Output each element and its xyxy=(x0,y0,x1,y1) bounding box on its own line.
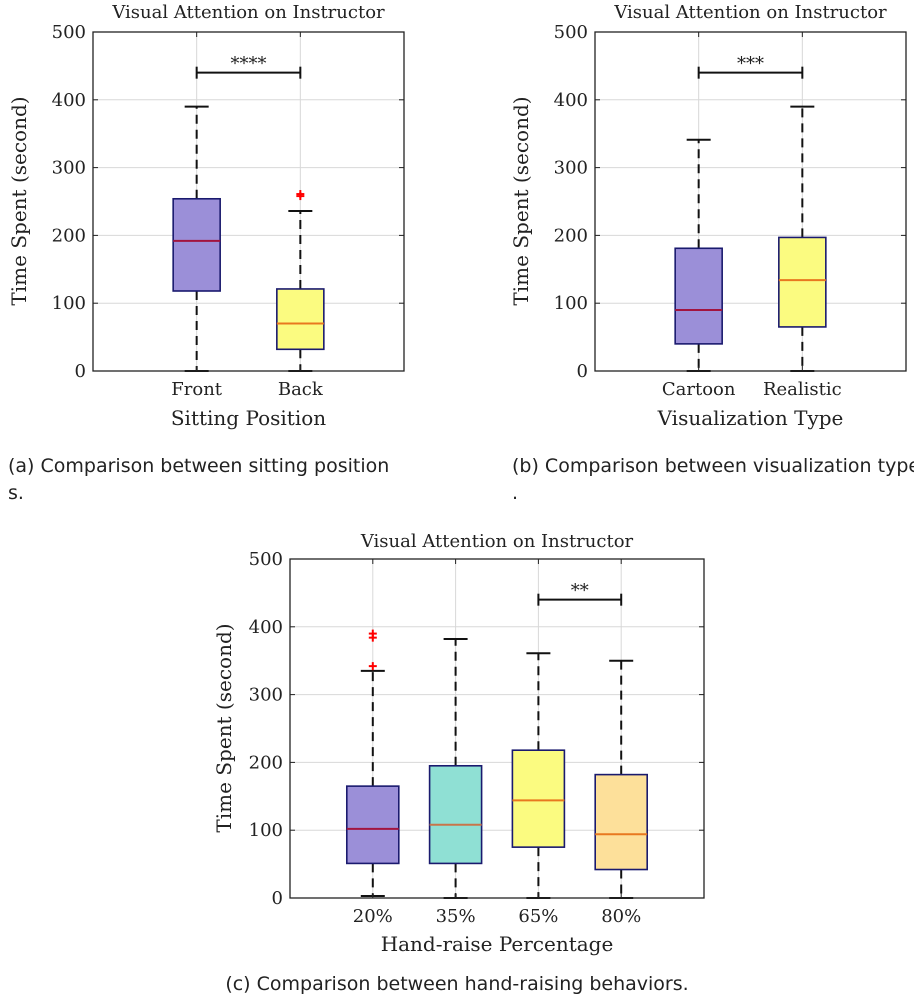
significance-bracket: **** xyxy=(195,54,302,79)
x-tick-label: 20% xyxy=(353,906,393,927)
y-tick-label: 400 xyxy=(554,90,588,111)
y-tick-label: 100 xyxy=(249,820,283,841)
y-tick-label: 100 xyxy=(52,293,86,314)
box-iqr xyxy=(428,764,483,865)
significance-label: *** xyxy=(737,54,764,75)
y-tick-label: 500 xyxy=(249,549,283,570)
y-tick-label: 500 xyxy=(554,22,588,43)
y-tick-label: 100 xyxy=(554,293,588,314)
x-tick-label: 80% xyxy=(601,906,641,927)
figure-caption: (b) Comparison between visualization typ… xyxy=(512,455,914,504)
x-tick-label: Cartoon xyxy=(662,379,736,400)
y-tick-label: 0 xyxy=(577,361,588,382)
y-tick-label: 300 xyxy=(249,685,283,706)
y-tick-label: 500 xyxy=(52,22,86,43)
box-iqr xyxy=(172,197,221,292)
chart-panel-2: 0 100 200 300 400 500 Cartoon Realistic *** Visua… xyxy=(509,2,914,504)
outlier-marker xyxy=(368,662,377,671)
y-tick-label: 300 xyxy=(554,158,588,179)
x-tick-label: 35% xyxy=(436,906,476,927)
x-axis-label: Visualization Type xyxy=(657,406,844,430)
y-tick-label: 200 xyxy=(249,752,283,773)
chart-panel-3: 0 100 200 300 400 500 20% 35% 65% 80% ** Visual Att… xyxy=(212,531,705,995)
significance-label: ** xyxy=(571,581,589,602)
box-Back xyxy=(276,190,325,372)
x-axis-label: Sitting Position xyxy=(171,406,326,430)
y-axis-label: Time Spent (second) xyxy=(212,623,236,832)
significance-label: **** xyxy=(231,54,267,75)
y-tick-label: 0 xyxy=(272,888,283,909)
outlier-marker xyxy=(296,190,305,199)
box-20% xyxy=(345,629,400,897)
axes-frame xyxy=(92,31,405,372)
chart-title: Visual Attention on Instructor xyxy=(613,2,887,23)
grid xyxy=(595,31,906,372)
outlier-marker xyxy=(368,629,377,638)
significance-bracket: ** xyxy=(537,581,623,606)
axes-frame xyxy=(289,558,705,899)
y-axis-label: Time Spent (second) xyxy=(7,96,31,305)
y-tick-label: 200 xyxy=(52,225,86,246)
box-iqr xyxy=(345,785,400,865)
box-iqr xyxy=(674,247,723,345)
box-iqr xyxy=(276,288,325,351)
figure-caption: (c) Comparison between hand-raising beha… xyxy=(225,973,688,995)
box-Realistic xyxy=(778,105,827,372)
box-Cartoon xyxy=(674,138,723,372)
box-iqr xyxy=(511,749,566,848)
figure-caption: (a) Comparison between sitting position s… xyxy=(8,455,389,504)
y-tick-label: 400 xyxy=(249,617,283,638)
x-tick-label: 65% xyxy=(518,906,558,927)
chart-title: Visual Attention on Instructor xyxy=(360,531,634,552)
y-axis-label: Time Spent (second) xyxy=(509,96,533,305)
y-tick-label: 400 xyxy=(52,90,86,111)
grid xyxy=(93,31,404,372)
box-iqr xyxy=(778,236,827,328)
y-tick-label: 0 xyxy=(75,361,86,382)
chart-title: Visual Attention on Instructor xyxy=(111,2,385,23)
y-tick-label: 300 xyxy=(52,158,86,179)
x-tick-label: Back xyxy=(278,379,324,400)
significance-bracket: *** xyxy=(697,54,804,79)
box-iqr xyxy=(594,773,649,871)
x-tick-label: Front xyxy=(171,379,223,400)
box-65% xyxy=(511,652,566,899)
axes-frame xyxy=(594,31,907,372)
y-tick-label: 200 xyxy=(554,225,588,246)
chart-panel-1: 0 100 200 300 400 500 Front Back **** Visual Atte… xyxy=(7,2,405,504)
box-80% xyxy=(594,659,649,899)
x-tick-label: Realistic xyxy=(763,379,842,400)
x-axis-label: Hand-raise Percentage xyxy=(381,932,614,956)
box-35% xyxy=(428,638,483,899)
